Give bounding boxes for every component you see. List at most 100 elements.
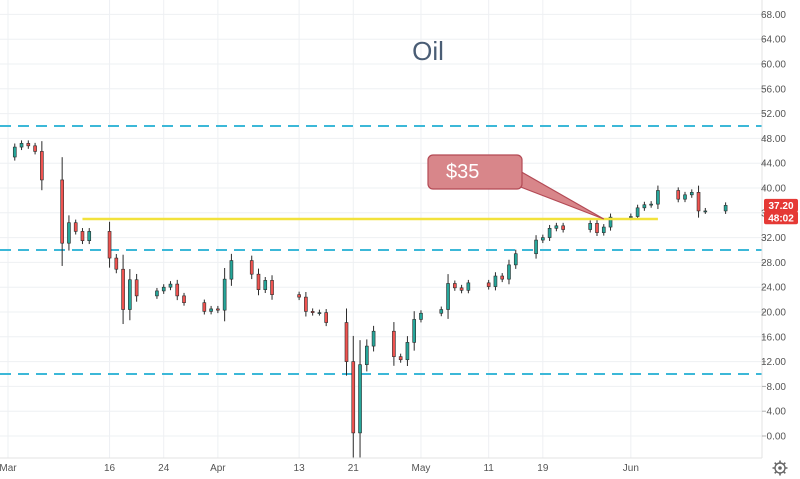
candle-body [182,295,186,304]
candle-body [270,280,274,295]
candle-body [310,311,315,313]
candle-body [459,287,464,291]
candle-body [33,145,37,152]
candle-body [73,222,78,232]
y-tick-label: 48.00 [761,134,786,145]
y-tick-label: 12.00 [761,357,786,368]
y-tick-label: 32.00 [761,233,786,244]
candle-body [601,226,606,233]
candle-body [629,216,633,218]
candle-body [87,231,92,241]
candle-body [534,239,538,255]
candle-body [365,345,369,366]
candle-body [547,228,552,238]
candle-body [168,283,173,288]
candle-body [161,286,166,292]
price-label-text: 37.20 [768,201,793,212]
candle-body [249,260,254,275]
candle-body [398,356,403,361]
candle-body [561,225,565,230]
candle-body [40,151,44,181]
time-axis[interactable]: Mar 16 24 Apr 13 21 May 11 19 Jun [0,457,762,474]
candle-body [107,231,112,259]
candle-body [635,207,640,217]
candle-body [344,322,349,362]
candle-body [608,216,613,228]
price-axis[interactable]: 0.00 4.00 8.00 12.00 16.00 20.00 24.00 28.00 32.… [761,10,786,443]
candle-body [656,190,660,205]
candle-body [121,268,125,310]
candle-body [405,342,410,361]
candle-body [689,192,694,196]
candle-body [26,143,31,147]
y-tick-label: 52.00 [761,109,786,120]
candle-body [202,302,207,312]
candle-body [446,283,450,310]
candle-body [256,273,261,290]
chart-title: Oil [412,36,444,66]
candle-body [466,282,471,291]
candle-body [676,190,681,200]
candle-body [595,223,599,233]
callout-label: $35 [446,161,479,183]
y-tick-label: 4.00 [767,407,787,418]
candle-body [216,308,220,311]
candle-body [155,290,159,297]
y-tick-label: 60.00 [761,60,786,71]
candle-body [493,275,498,287]
candle-body [439,309,444,314]
gear-icon-teeth [772,460,788,476]
candle-body [453,283,457,289]
candle-body [304,296,308,312]
candle-body [317,312,322,314]
candle-body [683,194,687,200]
candle-body [229,260,234,280]
candle-body [588,223,593,230]
y-tick-label: 56.00 [761,84,786,95]
candle-body [642,204,647,209]
x-tick-label: Jun [623,463,639,474]
candle-body [114,257,119,270]
x-tick-label: 19 [537,463,549,474]
y-tick-label: 40.00 [761,184,786,195]
candle-body [412,319,417,343]
y-tick-label: 0.00 [767,432,787,443]
candle-body [351,361,356,434]
grid-lines [0,0,762,458]
x-tick-label: 11 [483,463,494,474]
gear-icon[interactable] [772,460,788,476]
x-tick-label: 13 [294,463,306,474]
candle-body [222,278,227,311]
y-tick-label: 16.00 [761,332,786,343]
price-label-text: 48:02 [768,213,794,224]
price-candles [12,140,728,459]
y-tick-label: 68.00 [761,10,786,21]
x-tick-label: 24 [158,463,170,474]
candle-body [703,210,708,213]
y-tick-label: 28.00 [761,258,786,269]
gear-icon-center [778,466,782,470]
candle-body [507,264,511,280]
annotation-callout[interactable]: $35 [427,154,605,220]
support-resistance-levels [0,125,762,375]
x-tick-label: May [412,463,431,474]
candle-body [324,312,328,323]
x-tick-label: 21 [348,463,360,474]
candle-body [696,192,701,212]
x-tick-label: Mar [0,463,17,474]
candle-body [554,225,559,229]
candle-body [358,364,362,434]
candle-body [419,312,423,320]
callout-box [427,154,523,190]
x-tick-label: 16 [104,463,116,474]
price-label-bg [764,211,798,225]
candle-body [128,279,132,310]
candle-body [371,330,376,347]
candle-body [486,282,491,287]
x-tick-label: Apr [210,463,226,474]
price-label-bg [764,198,798,212]
candle-body [209,308,213,312]
